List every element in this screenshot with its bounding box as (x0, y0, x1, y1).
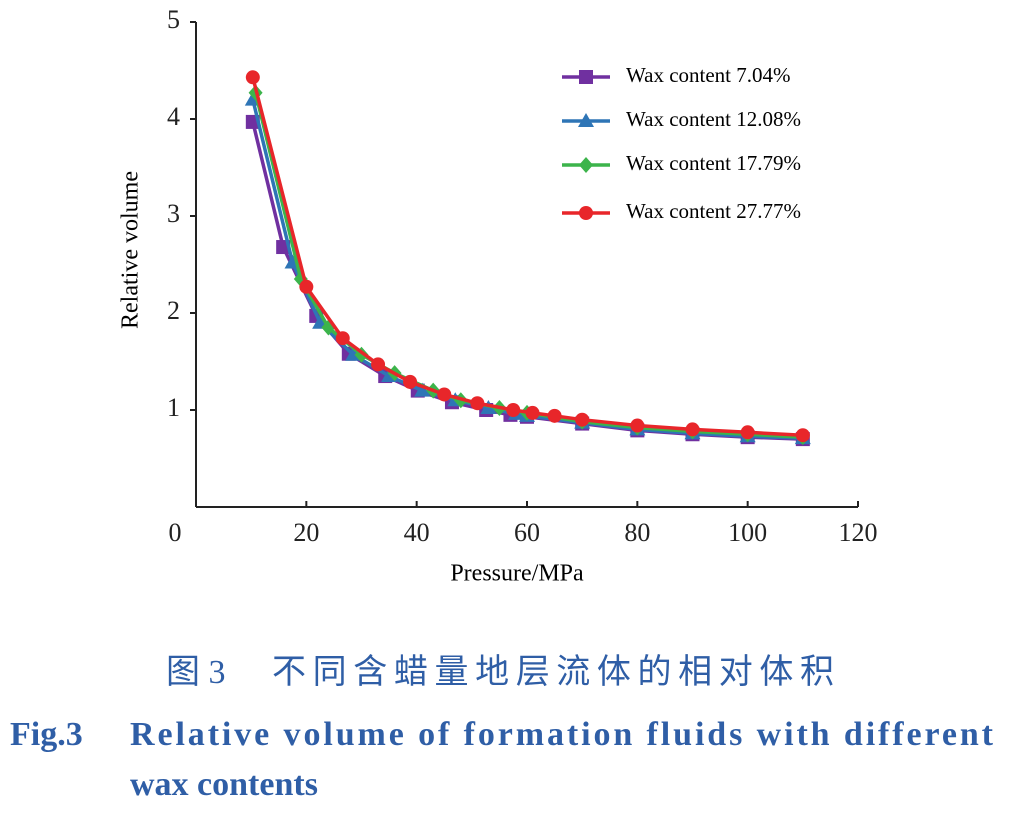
series-line (251, 76, 803, 437)
x-axis-label: Pressure/MPa (450, 561, 584, 587)
legend-label: Wax content 7.04% (626, 63, 791, 87)
x-tick-label: 20 (293, 518, 319, 547)
legend-marker (578, 113, 594, 127)
x-tick-label: 80 (624, 518, 650, 547)
marker (630, 418, 645, 433)
marker (795, 428, 810, 443)
legend-label: Wax content 27.77% (626, 199, 801, 223)
series-line (253, 92, 803, 439)
marker (371, 357, 386, 372)
marker (525, 405, 540, 420)
marker (335, 331, 350, 346)
legend-marker (579, 157, 593, 173)
marker (245, 70, 260, 85)
marker (403, 374, 418, 389)
x-tick-label: 100 (728, 518, 767, 547)
caption-title-en: Relative volume of formation fluids with… (130, 716, 994, 753)
marker (414, 382, 431, 397)
caption-figure-cn: 图 3 (166, 654, 226, 691)
x-tick-label: 120 (839, 518, 878, 547)
marker (506, 403, 521, 417)
y-tick-label: 4 (167, 102, 180, 131)
y-tick-label: 5 (167, 5, 180, 34)
legend-marker (579, 70, 593, 84)
y-tick-label: 1 (167, 393, 180, 422)
caption-title-cn: 不同含蜡量地层流体的相对体积 (272, 653, 834, 691)
legend-marker (579, 206, 593, 220)
caption-figure-en: Fig.3 (10, 716, 83, 753)
x-tick-label: 60 (514, 518, 540, 547)
x-tick-label: 40 (404, 518, 430, 547)
legend-label: Wax content 17.79% (626, 151, 801, 175)
legend-label: Wax content 12.08% (626, 107, 801, 131)
marker (685, 422, 700, 437)
x-tick-label: 0 (169, 518, 182, 547)
y-axis-label: Relative volume (118, 171, 144, 329)
marker (470, 396, 485, 411)
y-tick-label: 3 (167, 199, 180, 228)
marker (740, 425, 755, 440)
y-tick-label: 2 (167, 296, 180, 325)
marker (547, 408, 562, 423)
marker (299, 279, 314, 294)
caption-title-en: wax contents (130, 766, 318, 803)
marker (575, 412, 590, 427)
marker (437, 387, 452, 402)
